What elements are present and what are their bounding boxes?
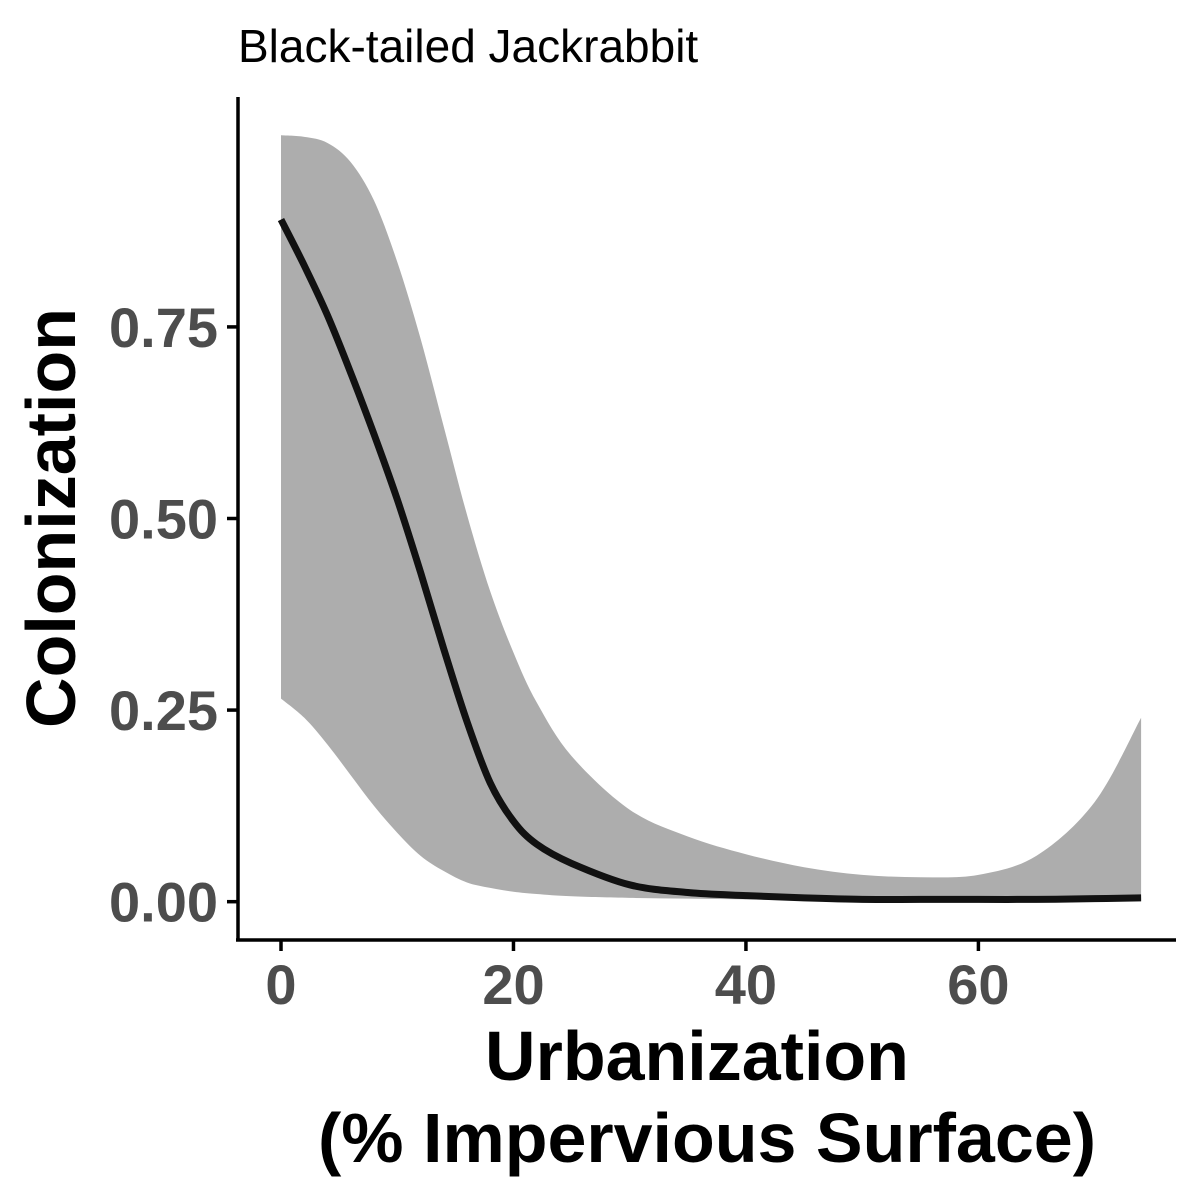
y-axis-title: Colonization (12, 308, 90, 728)
series-line (277, 218, 1142, 903)
x-axis-ticks: 0 20 40 60 (265, 940, 1010, 1016)
x-axis-title-line-1: Urbanization (485, 1017, 909, 1095)
x-tick-label: 60 (947, 953, 1009, 1016)
x-tick-label: 0 (265, 953, 296, 1016)
x-tick-label: 40 (715, 953, 777, 1016)
confidence-ribbon (281, 135, 1142, 901)
x-tick-label: 20 (482, 953, 544, 1016)
x-axis-title-line-2: (% Impervious Surface) (318, 1099, 1096, 1177)
chart-title: Black-tailed Jackrabbit (238, 20, 698, 72)
y-tick-label: 0.25 (109, 679, 218, 742)
y-tick-label: 0.00 (109, 871, 218, 934)
y-axis-ticks: 0.00 0.25 0.50 0.75 (109, 296, 238, 934)
y-tick-label: 0.75 (109, 296, 218, 359)
y-tick-label: 0.50 (109, 488, 218, 551)
